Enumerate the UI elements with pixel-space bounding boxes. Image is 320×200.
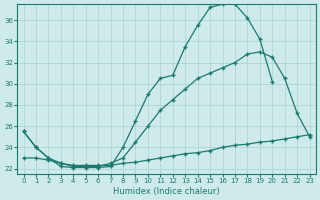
X-axis label: Humidex (Indice chaleur): Humidex (Indice chaleur) — [113, 187, 220, 196]
